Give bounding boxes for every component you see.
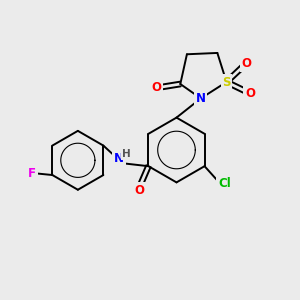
Text: O: O xyxy=(245,87,255,100)
Text: O: O xyxy=(242,57,252,70)
Text: H: H xyxy=(122,149,130,159)
Text: F: F xyxy=(28,167,36,180)
Text: O: O xyxy=(135,184,145,197)
Text: N: N xyxy=(196,92,206,105)
Text: Cl: Cl xyxy=(218,177,231,190)
Text: S: S xyxy=(222,76,231,88)
Text: N: N xyxy=(114,152,124,165)
Text: O: O xyxy=(151,81,161,94)
